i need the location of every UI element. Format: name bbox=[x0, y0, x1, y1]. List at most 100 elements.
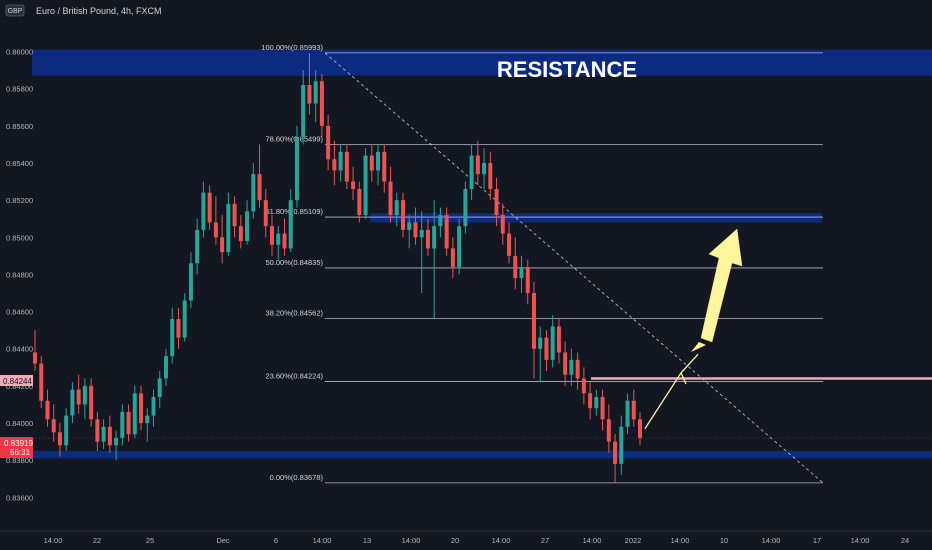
candle bbox=[507, 222, 512, 264]
candle bbox=[376, 144, 381, 186]
candle bbox=[276, 226, 281, 260]
candle bbox=[363, 148, 368, 219]
fib-label: 100.00%(0.85993) bbox=[261, 43, 323, 52]
x-tick-label: 14:00 bbox=[492, 536, 511, 545]
candle-body bbox=[188, 263, 193, 301]
x-tick-label: 14:00 bbox=[671, 536, 690, 545]
candle bbox=[544, 330, 549, 372]
currency-badge[interactable] bbox=[5, 4, 25, 17]
candle bbox=[625, 393, 630, 435]
x-tick-label: 22 bbox=[93, 536, 101, 545]
fib-label: 78.60%(0.85499) bbox=[265, 135, 323, 144]
y-tick-label: 0.84200 bbox=[6, 382, 33, 391]
zone-2 bbox=[32, 450, 932, 459]
candle bbox=[569, 348, 574, 386]
candle bbox=[457, 218, 462, 275]
candle bbox=[575, 352, 580, 390]
candle-body bbox=[500, 215, 505, 234]
candle bbox=[600, 389, 605, 431]
candle bbox=[494, 177, 499, 227]
x-tick-label: 13 bbox=[363, 536, 371, 545]
candle bbox=[33, 330, 37, 372]
forecast-arrow[interactable] bbox=[644, 228, 743, 429]
x-tick-label: 14:00 bbox=[851, 536, 870, 545]
candle bbox=[400, 192, 405, 238]
candle-body bbox=[457, 226, 462, 268]
candle-body bbox=[301, 84, 306, 137]
candle bbox=[619, 415, 624, 476]
candle-body bbox=[525, 267, 530, 294]
candle-body bbox=[82, 385, 87, 405]
x-tick-label: 6 bbox=[274, 536, 278, 545]
candle bbox=[282, 218, 287, 256]
candle bbox=[151, 389, 156, 427]
candle bbox=[407, 215, 412, 249]
fibonacci-retracement[interactable]: 100.00%(0.85993) 78.60%(0.85499) 61.80%(0.… bbox=[261, 43, 823, 484]
candle bbox=[425, 218, 430, 256]
y-tick-label: 0.85400 bbox=[6, 159, 33, 168]
candle-body bbox=[220, 237, 225, 253]
currency-badge-label: GBP bbox=[8, 8, 23, 15]
candle-body bbox=[556, 326, 561, 353]
candle bbox=[419, 211, 424, 294]
x-tick-label: 20 bbox=[451, 536, 459, 545]
candle-body bbox=[39, 363, 44, 401]
candle-body bbox=[101, 426, 106, 442]
candle bbox=[475, 140, 480, 186]
candle-body bbox=[207, 192, 212, 223]
candle bbox=[432, 200, 437, 320]
candle-body bbox=[170, 319, 175, 357]
candle-body bbox=[245, 211, 250, 242]
candle bbox=[538, 326, 543, 383]
x-tick-label: 24 bbox=[901, 536, 909, 545]
candle-body bbox=[594, 397, 599, 409]
x-tick-label: 17 bbox=[813, 536, 821, 545]
candle bbox=[531, 281, 536, 379]
candle bbox=[450, 237, 455, 279]
symbol-title[interactable]: Euro / British Pound, 4h, FXCM bbox=[36, 6, 162, 16]
trend-line[interactable] bbox=[324, 52, 824, 484]
y-tick-label: 0.83600 bbox=[6, 493, 33, 502]
candle bbox=[120, 404, 125, 446]
candle bbox=[413, 207, 418, 245]
candle-body bbox=[581, 378, 586, 394]
candle bbox=[170, 307, 175, 364]
candle bbox=[232, 196, 237, 238]
candle-body bbox=[64, 415, 69, 446]
y-tick-label: 0.84000 bbox=[6, 419, 33, 428]
candle-body bbox=[432, 226, 437, 249]
candle-body bbox=[232, 203, 237, 227]
candle bbox=[594, 389, 599, 416]
candle bbox=[294, 125, 299, 208]
y-tick-label: 0.85600 bbox=[6, 122, 33, 131]
marker-price-value: 0.84244 bbox=[3, 377, 32, 386]
last-price-tag: 0.83919 56:31 bbox=[0, 437, 33, 458]
candle bbox=[357, 181, 362, 223]
fib-label: 50.00%(0.84835) bbox=[265, 258, 323, 267]
price-axis[interactable]: 0.86000 0.85800 0.85600 0.85400 0.85200 0.850… bbox=[6, 48, 33, 503]
time-axis[interactable]: 14:00 22 25 Dec 6 14:00 13 14:00 20 14:00 27 14:00 2… bbox=[0, 530, 932, 545]
candle-body bbox=[469, 155, 474, 190]
candle-body bbox=[369, 155, 374, 171]
candle-body bbox=[157, 378, 162, 398]
candle bbox=[270, 215, 275, 256]
candle-body bbox=[338, 151, 343, 171]
candle-body bbox=[394, 200, 399, 216]
candle-body bbox=[351, 181, 356, 190]
fib-label: 23.60%(0.84224) bbox=[265, 371, 323, 380]
candle bbox=[132, 385, 137, 438]
zone-0 bbox=[32, 49, 932, 76]
candle bbox=[469, 144, 474, 201]
candle-body bbox=[263, 200, 268, 227]
candle bbox=[463, 181, 468, 234]
fib-label: 38.20%(0.84562) bbox=[265, 309, 323, 318]
candle bbox=[39, 356, 44, 409]
candle-body bbox=[251, 174, 256, 212]
candle-body bbox=[282, 233, 287, 249]
candle-body bbox=[163, 356, 168, 379]
candle-body bbox=[475, 155, 480, 175]
candle-body bbox=[407, 222, 412, 230]
candle bbox=[556, 319, 561, 364]
